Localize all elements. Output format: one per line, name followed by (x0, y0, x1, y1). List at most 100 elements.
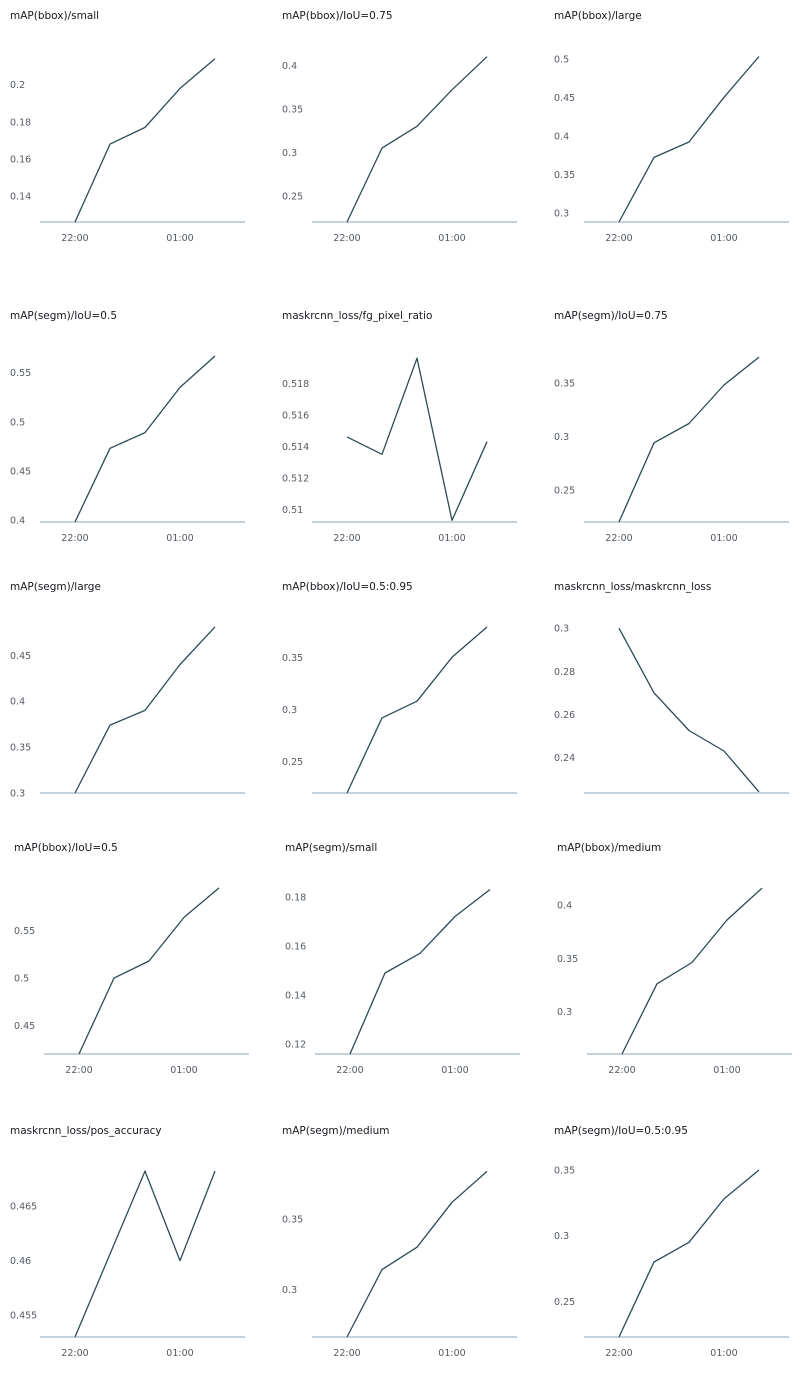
y-tick-label: 0.45 (10, 466, 31, 477)
x-tick-label: 22:00 (605, 1348, 632, 1359)
line-chart: 0.45 0.5 0.55 22:00 01:00 (14, 887, 249, 1076)
line-chart: 0.3 0.35 0.4 22:00 01:00 (557, 887, 792, 1076)
x-tick-label: 01:00 (713, 1065, 740, 1076)
chart-title: mAP(bbox)/small (10, 10, 100, 22)
chart-panel-7: mAP(bbox)/IoU=0.5:0.95 0.25 0.3 0.35 (272, 571, 532, 841)
chart-title: mAP(segm)/IoU=0.5:0.95 (554, 1125, 688, 1137)
series-line (74, 626, 216, 794)
x-tick-label: 01:00 (438, 1348, 465, 1359)
chart-title: maskrcnn_loss/fg_pixel_ratio (282, 310, 433, 322)
line-chart: 0.3 0.35 0.4 0.45 0.5 22:00 01:00 (554, 54, 789, 244)
y-tick-label: 0.3 (554, 624, 569, 635)
line-chart: 0.25 0.3 0.35 22:00 01:00 (554, 1166, 789, 1359)
y-tick-label: 0.3 (282, 1285, 297, 1296)
y-tick-label: 0.512 (282, 473, 309, 484)
x-tick-label: 22:00 (65, 1065, 92, 1076)
y-tick-label: 0.16 (10, 154, 31, 165)
y-tick-label: 0.5 (14, 974, 29, 985)
y-tick-label: 0.45 (10, 651, 31, 662)
y-tick-label: 0.465 (10, 1202, 37, 1213)
y-tick-label: 0.14 (285, 991, 306, 1002)
y-tick-label: 0.25 (554, 1297, 575, 1308)
chart-title: mAP(segm)/medium (282, 1125, 390, 1137)
y-tick-label: 0.14 (10, 192, 31, 203)
y-tick-label: 0.35 (282, 104, 303, 115)
x-tick-label: 22:00 (333, 233, 360, 244)
series-line (74, 1170, 216, 1338)
chart-panel-0: mAP(bbox)/small 0.14 0.16 0.18 0.2 22:00 01:0… (0, 0, 260, 270)
series-line (621, 887, 763, 1055)
chart-panel-2: mAP(bbox)/large 0.3 0.35 0.4 0.45 0.5 22:00 01… (544, 0, 800, 270)
series-line (74, 58, 216, 223)
y-tick-label: 0.518 (282, 379, 309, 390)
line-chart: 0.25 0.3 0.35 (282, 626, 517, 794)
y-tick-label: 0.55 (10, 368, 31, 379)
chart-title: mAP(segm)/IoU=0.75 (554, 310, 668, 322)
line-chart: 0.455 0.46 0.465 22:00 01:00 (10, 1170, 245, 1359)
x-tick-label: 22:00 (61, 533, 88, 544)
chart-panel-13: mAP(segm)/medium 0.3 0.35 22:00 01:00 (272, 1115, 532, 1385)
y-tick-label: 0.25 (282, 757, 303, 768)
y-tick-label: 0.45 (14, 1021, 35, 1032)
line-chart: 0.24 0.26 0.28 0.3 (554, 624, 789, 794)
x-tick-label: 01:00 (438, 533, 465, 544)
y-tick-label: 0.24 (554, 753, 575, 764)
chart-panel-12: maskrcnn_loss/pos_accuracy 0.455 0.46 0.46… (0, 1115, 260, 1385)
y-tick-label: 0.4 (10, 516, 25, 527)
x-tick-label: 01:00 (166, 1348, 193, 1359)
x-tick-label: 01:00 (438, 233, 465, 244)
y-tick-label: 0.3 (554, 432, 569, 443)
chart-title: mAP(segm)/large (10, 581, 101, 593)
y-tick-label: 0.25 (554, 485, 575, 496)
chart-title: mAP(bbox)/IoU=0.75 (282, 10, 393, 22)
line-chart: 0.12 0.14 0.16 0.18 22:00 01:00 (285, 888, 520, 1076)
chart-title: mAP(segm)/small (285, 842, 378, 854)
y-tick-label: 0.35 (10, 743, 31, 754)
chart-title: mAP(bbox)/medium (557, 842, 662, 854)
chart-panel-11: mAP(bbox)/medium 0.3 0.35 0.4 22:00 01:00 (547, 832, 800, 1102)
series-line (346, 626, 488, 794)
y-tick-label: 0.51 (282, 505, 303, 516)
chart-panel-3: mAP(segm)/IoU=0.5 0.4 0.45 0.5 0.55 22:00 01:… (0, 300, 260, 570)
x-tick-label: 22:00 (608, 1065, 635, 1076)
series-line (618, 1169, 760, 1338)
x-tick-label: 22:00 (61, 1348, 88, 1359)
y-tick-label: 0.28 (554, 667, 575, 678)
y-tick-label: 0.12 (285, 1040, 306, 1051)
chart-title: mAP(bbox)/large (554, 10, 642, 22)
y-tick-label: 0.5 (554, 54, 569, 65)
chart-panel-4: maskrcnn_loss/fg_pixel_ratio 0.51 0.512 0.… (272, 300, 532, 570)
series-line (346, 56, 488, 223)
line-chart: 0.3 0.35 22:00 01:00 (282, 1170, 517, 1359)
y-tick-label: 0.3 (554, 208, 569, 219)
y-tick-label: 0.35 (282, 1215, 303, 1226)
y-tick-label: 0.26 (554, 710, 575, 721)
chart-title: mAP(bbox)/IoU=0.5:0.95 (282, 581, 413, 593)
chart-title: maskrcnn_loss/maskrcnn_loss (554, 581, 712, 593)
y-tick-label: 0.18 (10, 117, 31, 128)
series-line (349, 888, 491, 1055)
y-tick-label: 0.35 (554, 378, 575, 389)
line-chart: 0.25 0.3 0.35 22:00 01:00 (554, 356, 789, 544)
x-tick-label: 01:00 (166, 233, 193, 244)
x-tick-label: 22:00 (333, 533, 360, 544)
series-line (346, 357, 488, 522)
y-tick-label: 0.45 (554, 93, 575, 104)
x-tick-label: 01:00 (441, 1065, 468, 1076)
x-tick-label: 01:00 (710, 1348, 737, 1359)
y-tick-label: 0.35 (557, 954, 578, 965)
chart-title: mAP(bbox)/IoU=0.5 (14, 842, 118, 854)
x-tick-label: 22:00 (333, 1348, 360, 1359)
line-chart: 0.25 0.3 0.35 0.4 22:00 01:00 (282, 56, 517, 244)
chart-title: maskrcnn_loss/pos_accuracy (10, 1125, 162, 1137)
chart-panel-14: mAP(segm)/IoU=0.5:0.95 0.25 0.3 0.35 22:00 0… (544, 1115, 800, 1385)
y-tick-label: 0.3 (282, 705, 297, 716)
y-tick-label: 0.2 (10, 80, 25, 91)
x-tick-label: 22:00 (605, 533, 632, 544)
y-tick-label: 0.3 (557, 1007, 572, 1018)
y-tick-label: 0.455 (10, 1311, 37, 1322)
x-tick-label: 01:00 (710, 533, 737, 544)
line-chart: 0.14 0.16 0.18 0.2 22:00 01:00 (10, 58, 245, 244)
y-tick-label: 0.514 (282, 442, 309, 453)
chart-title: mAP(segm)/IoU=0.5 (10, 310, 117, 322)
